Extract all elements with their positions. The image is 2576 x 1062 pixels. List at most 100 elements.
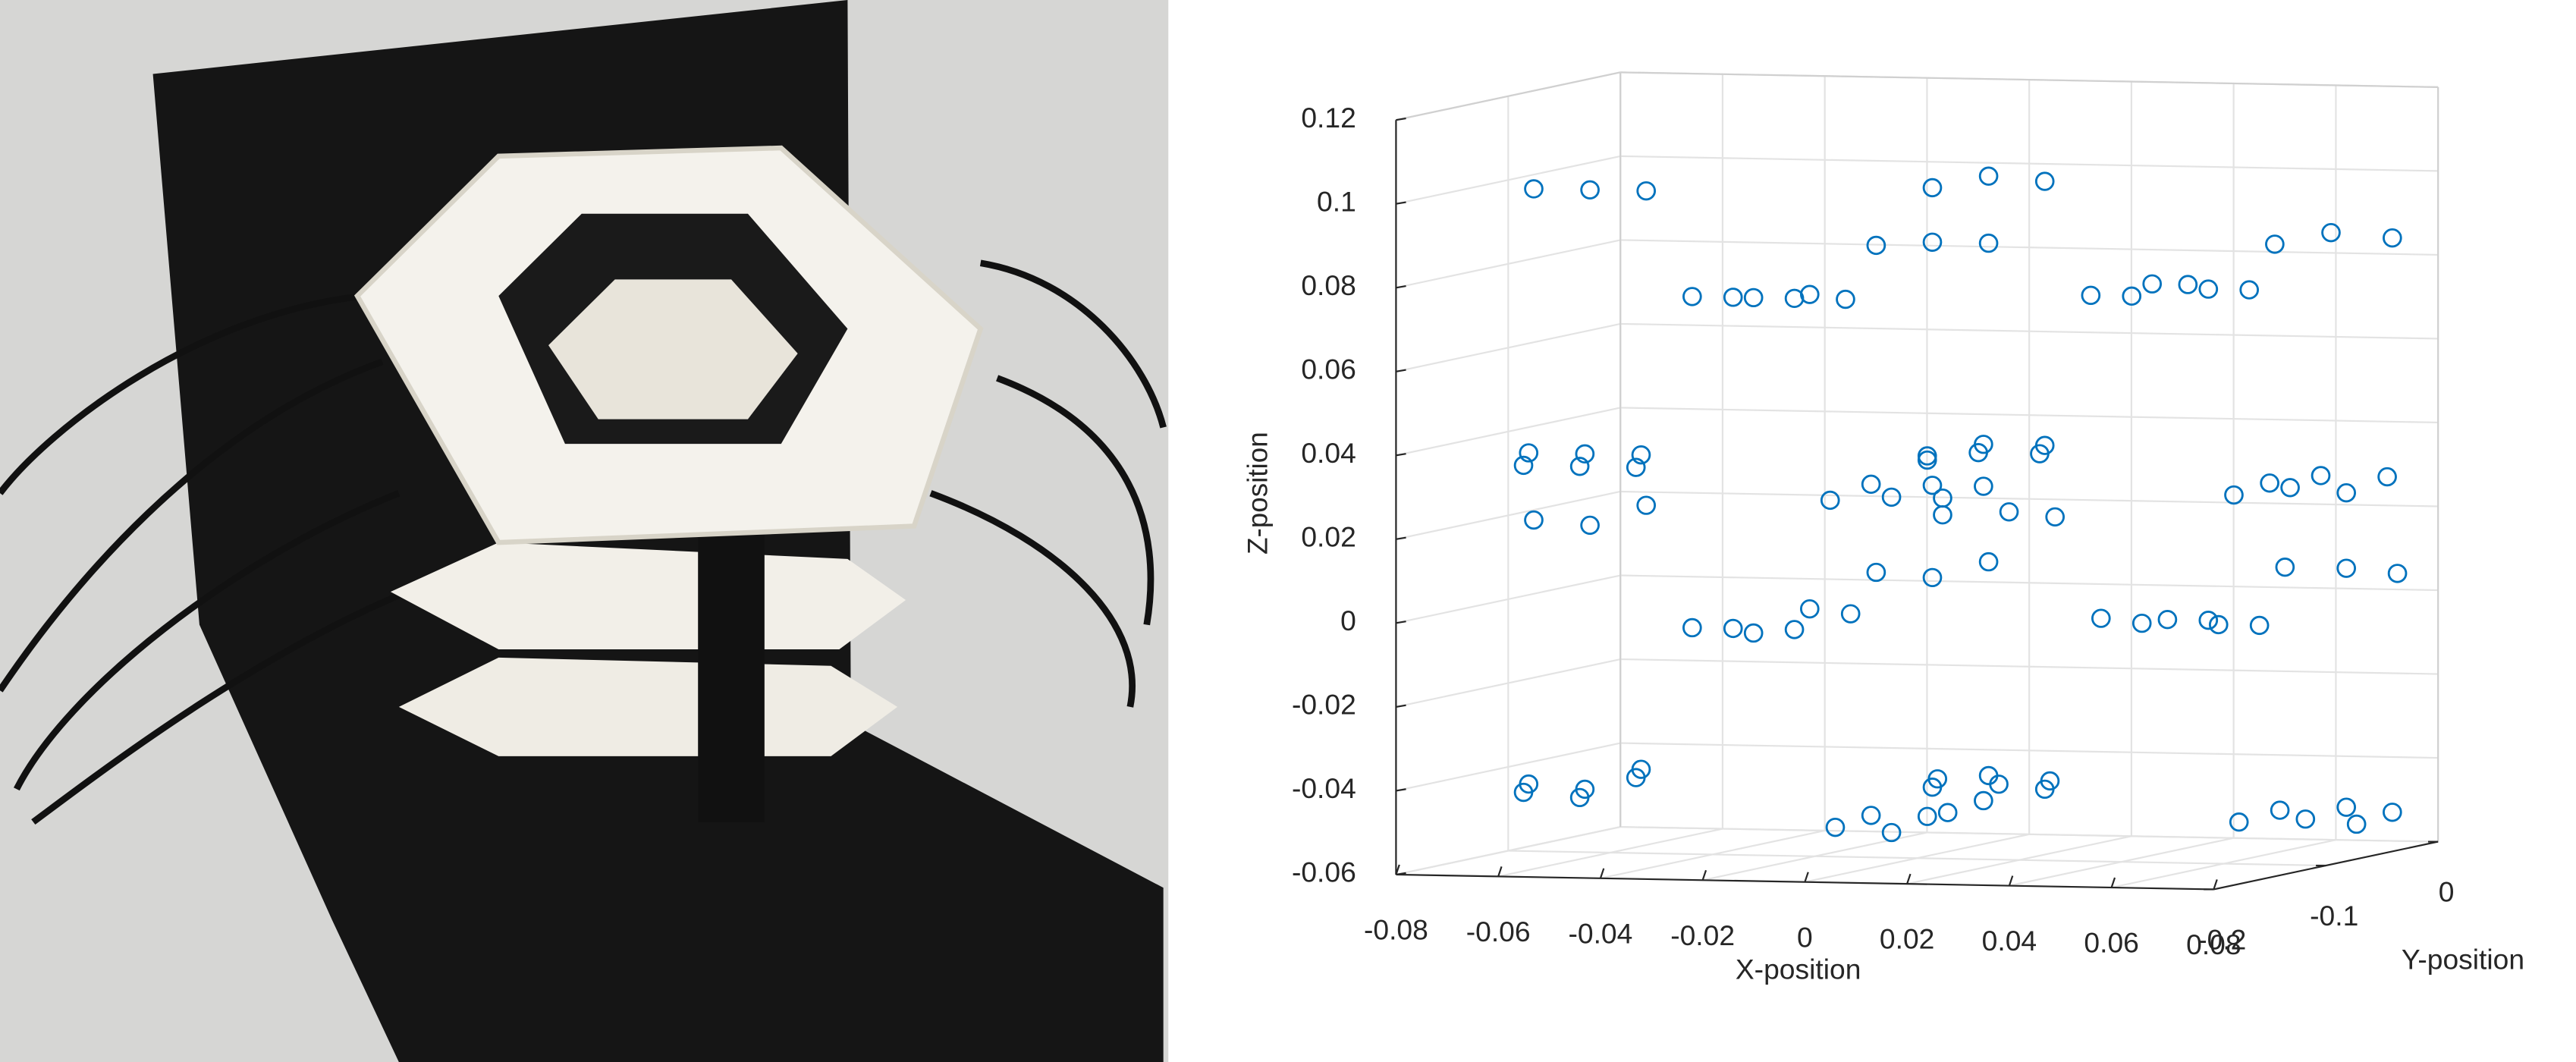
z-tick-label: 0.04 (1301, 437, 1356, 469)
grid-line (1620, 826, 2439, 843)
data-point (1682, 287, 1702, 306)
data-point (1922, 178, 1943, 198)
data-point (2131, 613, 2152, 633)
data-point (2208, 614, 2229, 635)
x-tick-label: -0.06 (1466, 916, 1531, 947)
grid-line (1620, 742, 2439, 759)
box-edge (1620, 71, 2439, 88)
grid-line (1396, 658, 1621, 708)
x-tick-label: 0.08 (2186, 928, 2241, 960)
grid-line (1396, 490, 1621, 540)
x-tick-label: 0.04 (1982, 925, 2037, 957)
cables (0, 259, 1167, 825)
grid-line (1620, 574, 2439, 592)
data-point (1974, 476, 1993, 496)
data-point (1881, 822, 1902, 843)
data-point (1636, 181, 1657, 201)
z-tick-label: 0.08 (1301, 269, 1356, 301)
x-tick-label: -0.04 (1568, 918, 1632, 950)
data-point (2346, 814, 2367, 834)
data-point (2249, 615, 2270, 636)
data-point (1933, 505, 1952, 525)
data-point (2270, 800, 2290, 820)
grid-line (1620, 322, 2439, 340)
x-tick-label: 0 (1797, 921, 1813, 953)
data-point (2040, 771, 2060, 791)
data-point (1974, 790, 1993, 811)
data-point (2336, 797, 2357, 817)
y-tick-label: -0.1 (2310, 900, 2358, 932)
data-point (1820, 490, 1840, 511)
grid-line (1396, 322, 1621, 372)
x-tick (1395, 864, 1400, 875)
z-tick-label: -0.06 (1292, 856, 1356, 888)
data-point (1682, 617, 1702, 638)
data-point (2280, 478, 2300, 498)
data-point (2198, 279, 2219, 299)
data-point (2260, 473, 2279, 493)
data-point (2081, 285, 2101, 306)
data-point (2122, 286, 2142, 306)
x-tick (2110, 877, 2116, 888)
x-tick (1906, 873, 1912, 884)
grid-line (1396, 826, 1621, 876)
y-tick-label: 0 (2439, 876, 2455, 908)
data-point (2321, 222, 2341, 243)
data-point (1999, 502, 2019, 522)
data-point (1626, 457, 1646, 477)
box-edge (1396, 71, 1621, 121)
data-point (1723, 618, 1743, 639)
data-point (2377, 467, 2397, 487)
x-tick-label: 0.02 (1880, 923, 1934, 955)
photo (0, 0, 1169, 1062)
grid-line (1620, 407, 2439, 424)
data-point (1922, 567, 1943, 588)
data-point (1840, 604, 1861, 624)
data-point (1580, 180, 1600, 200)
data-point (1968, 443, 1988, 463)
data-point (1861, 474, 1881, 495)
x-tick-label: -0.02 (1670, 919, 1735, 951)
data-point (1575, 444, 1595, 464)
data-point (2045, 507, 2066, 527)
data-point (2091, 608, 2111, 628)
data-point (1978, 551, 1999, 572)
data-point (1799, 284, 1820, 304)
data-point (2383, 228, 2402, 248)
data-point (1881, 487, 1902, 507)
grid-line (1396, 742, 1621, 792)
data-point (1743, 623, 1764, 643)
grid-line (1508, 850, 2326, 867)
y-tick-label: -0.2 (2197, 924, 2246, 956)
data-point (1799, 599, 1820, 619)
data-point (2034, 171, 2055, 191)
data-point (2336, 558, 2357, 578)
grid-line (1620, 658, 2439, 675)
data-point (2295, 809, 2316, 829)
grid-line (1396, 239, 1621, 289)
data-point (2198, 611, 2219, 630)
z-tick-label: 0.1 (1317, 186, 1356, 218)
coil-rings (353, 145, 984, 822)
data-point (1866, 562, 1886, 583)
z-tick (1396, 201, 1406, 205)
data-point (1519, 774, 1539, 794)
data-point (2224, 485, 2244, 505)
z-tick-label: 0.02 (1301, 521, 1356, 553)
z-tick (1396, 453, 1406, 457)
data-point (1723, 287, 1743, 307)
data-point (1978, 233, 1999, 253)
data-point (1989, 775, 2009, 794)
x-tick (1599, 868, 1605, 879)
grid-line (1620, 490, 2439, 507)
data-point (1569, 457, 1590, 476)
data-point (1978, 166, 1999, 186)
grid-line (1396, 574, 1621, 624)
data-point (2336, 482, 2357, 503)
x-axis-label: X-position (1736, 954, 1861, 985)
scatter-3d-chart: X-position Y-position Z-position -0.08 -0… (1241, 71, 2524, 985)
data-point (1937, 803, 1958, 822)
z-tick (1396, 788, 1406, 792)
z-tick (1396, 704, 1406, 708)
grid-line (1396, 155, 1621, 205)
